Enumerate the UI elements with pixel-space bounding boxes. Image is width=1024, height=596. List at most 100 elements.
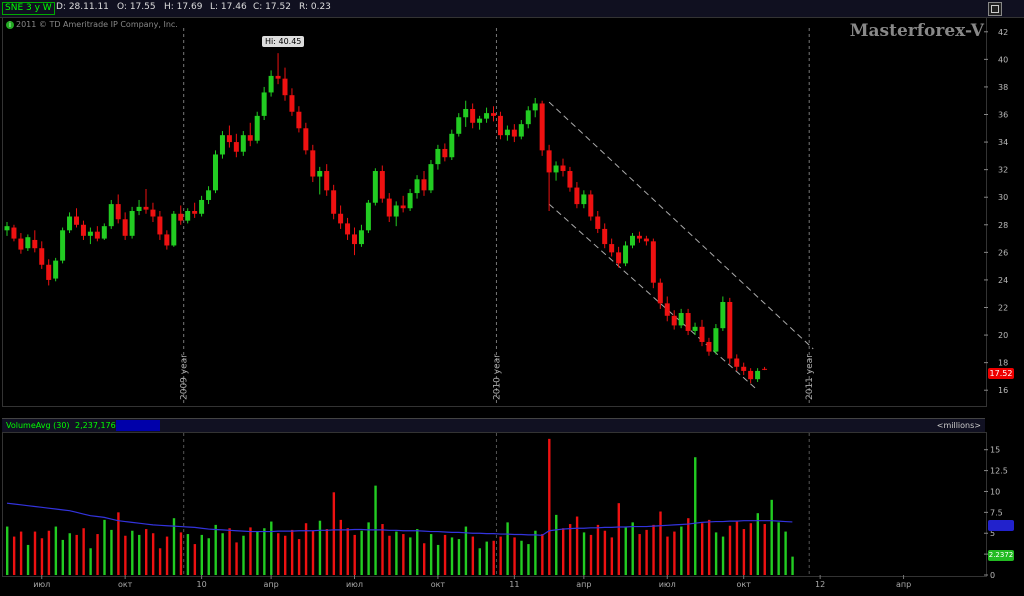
volume-bar — [596, 524, 600, 575]
volume-bar — [318, 520, 322, 575]
x-tick-label: 11 — [509, 580, 519, 589]
info-icon: i — [6, 20, 14, 29]
candle-body — [449, 133, 455, 158]
candle-body — [268, 75, 274, 93]
price-tick-label: 36 — [998, 111, 1008, 120]
volume-bar — [513, 537, 516, 575]
candle-body — [372, 171, 378, 203]
x-tick-label: апр — [576, 580, 591, 589]
candle-body — [602, 228, 608, 245]
range-readout: R: 0.23 — [299, 2, 331, 12]
volume-units: <millions> — [936, 421, 981, 430]
volume-bar — [527, 544, 530, 575]
x-tick-label: апр — [896, 580, 911, 589]
volume-bar — [506, 522, 509, 575]
candle-body — [532, 103, 538, 111]
volume-bar — [457, 539, 461, 575]
candle-body — [727, 301, 733, 359]
volume-bar — [416, 529, 419, 575]
volume-bar — [436, 544, 440, 575]
candle-body — [345, 223, 351, 235]
volume-bar — [61, 539, 64, 575]
candle-body — [254, 115, 260, 141]
volume-bar — [680, 526, 683, 575]
volume-bar — [603, 530, 607, 575]
volume-bar — [6, 526, 9, 575]
volume-bar — [582, 532, 586, 575]
candle-body — [442, 148, 448, 158]
volume-bar — [492, 540, 495, 575]
maximize-icon[interactable] — [988, 2, 1002, 16]
price-tick-label: 42 — [998, 28, 1008, 37]
candle-body — [46, 264, 52, 280]
volume-bar — [346, 528, 349, 575]
candle-body — [303, 128, 309, 151]
volume-bar — [367, 522, 370, 575]
candle-body — [734, 358, 740, 367]
volume-bar — [82, 528, 85, 575]
price-tick-label: 38 — [998, 83, 1008, 92]
candle-body — [108, 204, 114, 227]
volume-bar — [151, 533, 155, 575]
channel-line-lower — [548, 203, 758, 391]
volume-bar — [131, 530, 134, 575]
price-tick-label: 24 — [998, 276, 1008, 285]
x-tick-label: окт — [118, 580, 133, 589]
candle-body — [386, 198, 392, 217]
volume-bar — [589, 534, 593, 575]
candle-body — [567, 171, 573, 188]
volume-bar — [555, 514, 558, 575]
x-tick-label: июл — [346, 580, 363, 589]
last-volume-tag: 2.2372 — [988, 550, 1014, 561]
volume-bar — [770, 499, 773, 575]
candle-body — [185, 211, 191, 221]
candle-body — [379, 171, 385, 199]
volume-bar — [652, 524, 655, 575]
volume-bar — [12, 536, 16, 575]
candle-body — [178, 213, 184, 221]
symbol-box[interactable]: SNE 3 y W — [2, 2, 55, 15]
volume-bar — [304, 523, 308, 575]
candle-body — [470, 108, 476, 123]
candle-body — [463, 108, 469, 118]
volume-bar — [207, 538, 210, 575]
candle-body — [741, 366, 747, 371]
candle-body — [477, 118, 483, 123]
candle-body — [136, 206, 142, 211]
candle-body — [539, 103, 545, 151]
candle-body — [53, 260, 59, 279]
candle-body — [150, 209, 156, 217]
volume-bar — [701, 523, 704, 575]
candle-body — [4, 226, 10, 231]
candle-body — [74, 216, 79, 225]
candle-body — [39, 248, 45, 265]
volume-bar — [568, 524, 572, 575]
low-readout: L: 17.46 — [210, 2, 247, 12]
candle-body — [560, 165, 566, 172]
volume-bar — [96, 534, 99, 575]
volume-bar — [186, 534, 190, 575]
volume-bar — [395, 531, 398, 575]
volume-bar — [638, 534, 641, 575]
volume-bar — [777, 522, 780, 575]
volume-bar — [138, 534, 141, 575]
candle-body — [706, 341, 712, 352]
candle-body — [414, 179, 420, 194]
candle-body — [324, 171, 330, 191]
candle-body — [755, 370, 761, 380]
volume-bar — [249, 527, 252, 575]
volume-bar — [429, 534, 433, 575]
candle-body — [546, 150, 552, 173]
candle-body — [574, 187, 580, 205]
candle-body — [199, 199, 205, 214]
x-tick-label: окт — [737, 580, 752, 589]
volume-bar — [145, 529, 148, 575]
candle-body — [338, 213, 344, 224]
candle-body — [32, 239, 38, 249]
candle-body — [192, 211, 198, 214]
volume-bar — [214, 524, 217, 575]
watermark: Masterforex-V — [849, 21, 984, 41]
volume-bar — [707, 519, 711, 575]
candle-body — [233, 142, 239, 152]
candle-body — [129, 211, 135, 236]
